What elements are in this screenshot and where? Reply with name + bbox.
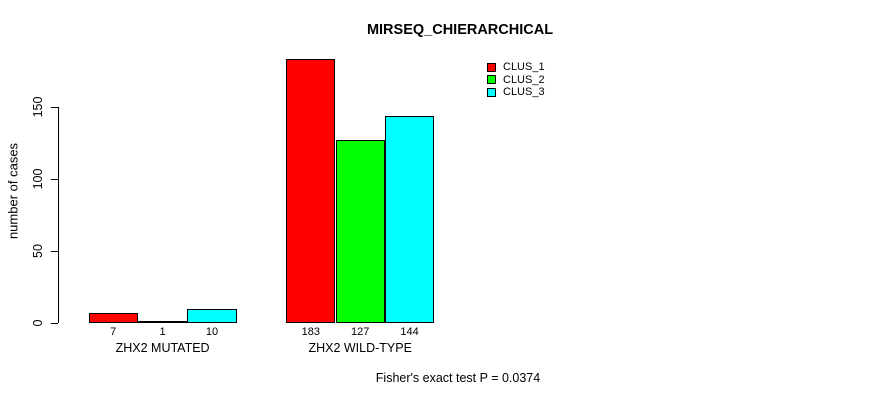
y-tick-mark bbox=[51, 106, 58, 108]
fisher-test-annotation: Fisher's exact test P = 0.0374 bbox=[375, 371, 541, 385]
bar-clus_1-mutated bbox=[88, 312, 138, 323]
legend-item-clus_2: CLUS_2 bbox=[487, 74, 545, 87]
y-tick-mark bbox=[51, 322, 58, 324]
chart-title: MIRSEQ_CHIERARCHICAL bbox=[366, 22, 554, 38]
bar-value-label: 7 bbox=[110, 325, 117, 338]
y-tick-label: 100 bbox=[31, 168, 45, 190]
bar-value-label: 1 bbox=[159, 325, 166, 338]
category-label: ZHX2 WILD-TYPE bbox=[308, 341, 412, 355]
legend-item-label: CLUS_1 bbox=[503, 61, 545, 74]
bar-clus_3-wild-type bbox=[384, 115, 435, 323]
legend-item-label: CLUS_3 bbox=[503, 86, 545, 99]
bar-value-label: 127 bbox=[351, 325, 370, 338]
legend: CLUS_1 CLUS_2 CLUS_3 bbox=[487, 61, 545, 99]
category-label: ZHX2 MUTATED bbox=[115, 341, 210, 355]
legend-swatch-icon bbox=[487, 87, 496, 97]
bar-clus_3-mutated bbox=[187, 308, 237, 323]
bar-clus_2-wild-type bbox=[335, 140, 385, 323]
legend-item-label: CLUS_2 bbox=[503, 73, 545, 86]
bar-clus_2-mutated bbox=[137, 321, 188, 323]
bar-value-label: 183 bbox=[301, 325, 320, 338]
y-tick-label: 50 bbox=[31, 244, 45, 258]
legend-swatch-icon bbox=[487, 62, 496, 72]
y-tick-label: 150 bbox=[31, 96, 45, 118]
bar-value-label: 10 bbox=[205, 325, 219, 338]
y-tick-mark bbox=[51, 178, 58, 180]
y-tick-mark bbox=[51, 250, 58, 252]
legend-item-clus_3: CLUS_3 bbox=[487, 86, 545, 99]
bar-clus_1-wild-type bbox=[286, 59, 336, 323]
bar-value-label: 144 bbox=[400, 325, 419, 338]
y-axis-line bbox=[58, 107, 59, 323]
y-axis-label: number of cases bbox=[5, 142, 21, 240]
legend-item-clus_1: CLUS_1 bbox=[487, 61, 545, 74]
y-tick-label: 0 bbox=[31, 319, 45, 327]
legend-swatch-icon bbox=[487, 75, 496, 85]
